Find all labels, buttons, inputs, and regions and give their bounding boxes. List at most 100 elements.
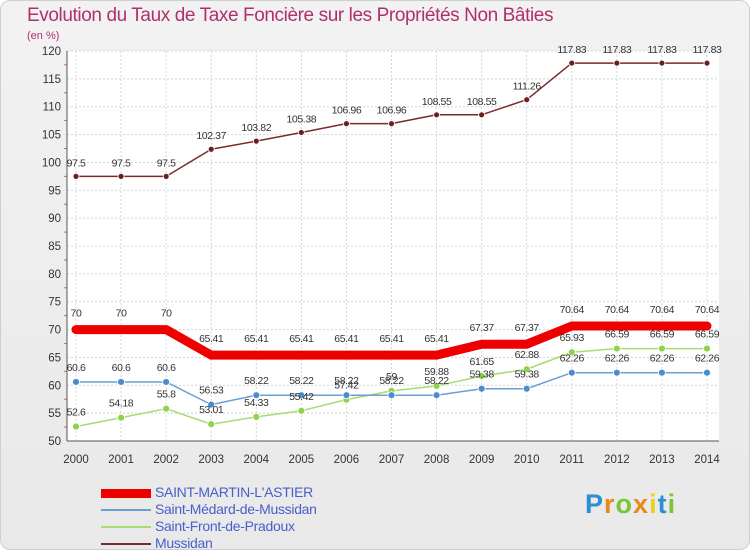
legend-swatch xyxy=(101,543,151,545)
series-2 xyxy=(72,344,711,431)
data-label: 66.59 xyxy=(695,329,720,341)
y-tick-label: 90 xyxy=(48,213,61,225)
data-label: 70 xyxy=(116,308,127,320)
y-tick-label: 115 xyxy=(43,74,61,86)
data-label: 54.33 xyxy=(244,397,269,409)
data-point xyxy=(567,348,576,357)
data-point xyxy=(72,172,80,180)
data-label: 65.93 xyxy=(560,332,585,344)
y-tick-label: 70 xyxy=(48,325,61,337)
data-label: 60.6 xyxy=(157,362,176,374)
data-point xyxy=(117,413,125,422)
y-tick-label: 55 xyxy=(48,408,61,420)
data-label: 53.01 xyxy=(199,404,224,416)
data-label: 55.42 xyxy=(289,391,314,403)
data-label: 59.88 xyxy=(424,366,449,378)
data-point xyxy=(567,368,576,377)
x-tick-label: 2005 xyxy=(289,454,315,466)
x-tick-label: 2011 xyxy=(559,454,584,466)
data-point xyxy=(342,391,351,400)
y-tick-label: 75 xyxy=(48,297,61,309)
x-tick-label: 2008 xyxy=(424,454,450,466)
data-label: 62.26 xyxy=(695,353,720,365)
data-point xyxy=(387,391,396,400)
data-label: 103.82 xyxy=(241,122,271,134)
data-label: 52.6 xyxy=(67,407,86,419)
x-tick-label: 2006 xyxy=(334,454,360,466)
x-tick-label: 2003 xyxy=(198,454,224,466)
data-label: 65.41 xyxy=(424,333,449,345)
y-tick-label: 80 xyxy=(48,269,61,281)
logo-letter: i xyxy=(649,489,658,519)
data-point xyxy=(117,378,125,386)
data-point xyxy=(522,365,531,374)
data-label: 111.26 xyxy=(513,81,542,93)
x-tick-label: 2000 xyxy=(63,454,89,466)
data-label: 102.37 xyxy=(196,130,226,142)
data-label: 108.55 xyxy=(422,96,452,108)
series-1 xyxy=(72,368,711,409)
data-point xyxy=(477,384,486,393)
y-tick-label: 50 xyxy=(48,436,61,448)
logo-letter: i xyxy=(667,489,677,519)
data-point xyxy=(252,137,260,145)
data-point xyxy=(388,120,395,128)
x-tick-label: 2001 xyxy=(108,454,134,466)
data-label: 62.26 xyxy=(605,353,630,365)
data-label: 67.37 xyxy=(515,322,540,334)
data-label: 66.59 xyxy=(605,329,630,341)
data-point xyxy=(297,391,306,400)
legend-swatch xyxy=(101,509,151,511)
legend-swatch xyxy=(101,526,151,528)
data-label: 62.88 xyxy=(515,349,540,361)
legend-label: Saint-Front-de-Pradoux xyxy=(155,518,295,534)
data-label: 117.83 xyxy=(557,44,586,56)
legend-label: Mussidan xyxy=(155,535,213,550)
logo-letter: r xyxy=(604,489,616,519)
data-point xyxy=(612,368,621,377)
y-tick-label: 85 xyxy=(48,241,61,253)
data-label: 57.42 xyxy=(334,380,359,392)
data-label: 59.38 xyxy=(470,369,495,381)
data-label: 70 xyxy=(161,308,172,320)
data-point xyxy=(207,400,216,409)
x-tick-label: 2014 xyxy=(694,454,720,466)
data-label: 70.64 xyxy=(560,304,585,316)
x-tick-label: 2013 xyxy=(649,454,675,466)
data-label: 106.96 xyxy=(332,105,362,117)
data-label: 117.83 xyxy=(647,44,676,56)
data-point xyxy=(703,59,711,67)
data-label: 54.18 xyxy=(109,398,134,410)
data-label: 62.26 xyxy=(560,353,585,365)
x-tick-label: 2012 xyxy=(604,454,630,466)
data-point xyxy=(613,59,621,67)
data-label: 62.26 xyxy=(650,353,675,365)
logo-letter: P xyxy=(585,489,605,519)
x-tick-label: 2010 xyxy=(514,454,540,466)
legend-label: Saint-Médard-de-Mussidan xyxy=(155,501,317,517)
data-point xyxy=(117,172,125,180)
y-tick-label: 105 xyxy=(42,130,61,142)
data-point xyxy=(162,404,171,413)
data-label: 97.5 xyxy=(112,157,131,169)
data-point xyxy=(72,422,80,431)
x-tick-label: 2009 xyxy=(469,454,495,466)
data-label: 56.53 xyxy=(199,385,224,397)
data-point xyxy=(658,59,666,67)
data-label: 65.41 xyxy=(289,333,314,345)
y-tick-label: 65 xyxy=(48,352,61,364)
data-label: 61.65 xyxy=(470,356,495,368)
data-point xyxy=(297,129,305,136)
data-label: 58.22 xyxy=(424,375,449,387)
series-line xyxy=(71,321,712,360)
data-label: 97.5 xyxy=(67,157,86,169)
data-point xyxy=(477,372,486,380)
data-point xyxy=(703,344,711,353)
data-point xyxy=(523,96,531,104)
data-label: 55.8 xyxy=(157,389,176,401)
data-label: 66.59 xyxy=(650,329,675,341)
x-tick-label: 2004 xyxy=(243,454,269,466)
data-point xyxy=(252,391,261,400)
data-label: 65.41 xyxy=(199,333,224,345)
data-point xyxy=(658,368,666,377)
